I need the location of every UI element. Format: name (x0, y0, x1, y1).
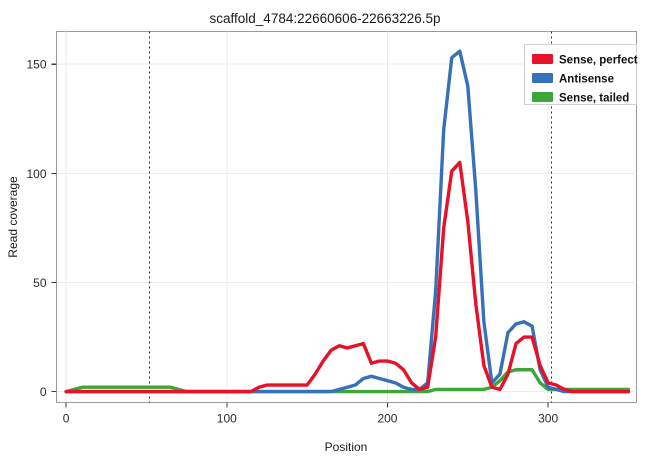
x-tick-label: 0 (63, 412, 70, 426)
y-tick-label: 50 (33, 276, 47, 290)
x-axis-label: Position (325, 440, 368, 454)
x-tick-label: 100 (217, 412, 237, 426)
x-tick-label: 200 (377, 412, 397, 426)
data-series (64, 49, 631, 394)
x-tick-label: 300 (538, 412, 558, 426)
legend-label: Sense, tailed (559, 93, 629, 105)
y-tick-label: 0 (40, 385, 47, 399)
legend-items: Sense, perfect Antisense Sense, tailed (532, 54, 638, 105)
chart-title: scaffold_4784:22660606-22663226.5p (210, 11, 441, 26)
legend-label: Antisense (559, 74, 614, 86)
y-axis-label: Read coverage (6, 176, 20, 258)
legend-swatch (532, 73, 553, 83)
y-tick-labels: 0 50 100 150 (26, 58, 46, 399)
y-tick-label: 100 (26, 167, 46, 181)
series-line-sense-perfect (64, 160, 631, 394)
legend-swatch (532, 92, 553, 102)
chart-legend: Sense, perfect Antisense Sense, tailed (524, 44, 638, 105)
legend-swatch (532, 54, 553, 64)
x-tick-labels: 0 100 200 300 (63, 412, 559, 426)
y-tick-label: 150 (26, 58, 46, 72)
legend-label: Sense, perfect (559, 55, 638, 67)
axis-ticks (51, 63, 549, 408)
